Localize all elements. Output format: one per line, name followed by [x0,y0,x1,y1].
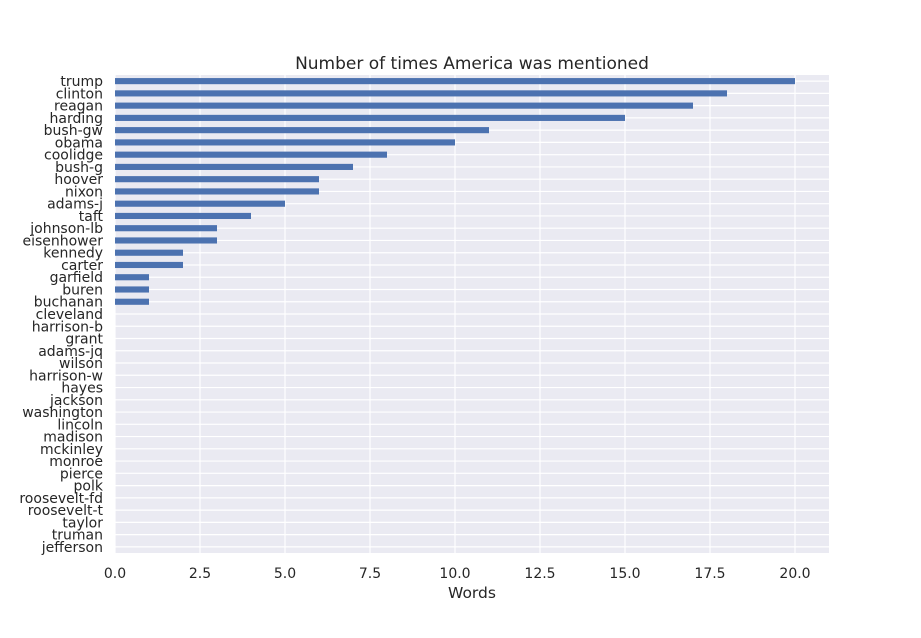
category-label: pierce [60,466,103,482]
category-label: roosevelt-fd [19,491,103,507]
category-label: lincoln [57,417,103,433]
category-label: nixon [65,184,103,200]
x-tick-label: 5.0 [274,566,296,582]
category-label: adams-j [47,197,103,213]
bars [115,78,795,305]
bar-buchanan [115,298,149,305]
bar-coolidge [115,151,387,158]
category-label: jackson [49,393,103,409]
category-label: grant [65,332,103,348]
category-label: taft [79,209,104,225]
category-label: eisenhower [22,233,103,249]
bar-bush-gw [115,127,489,134]
x-tick-label: 2.5 [189,566,211,582]
category-label: hoover [54,172,103,188]
bar-nixon [115,188,319,195]
x-tick-label: 20.0 [779,566,810,582]
category-label: monroe [49,454,103,470]
category-label: harrison-w [29,368,103,384]
bar-reagan [115,102,693,109]
category-label: bush-g [55,160,103,176]
bar-buren [115,286,149,293]
category-labels: trumpclintonreaganhardingbush-gwobamacoo… [19,74,104,556]
bar-hoover [115,176,319,183]
category-label: adams-jq [38,344,103,360]
x-tick-label: 0.0 [104,566,126,582]
category-label: harding [50,111,104,127]
x-tick-label: 12.5 [524,566,555,582]
category-label: clinton [56,86,103,102]
category-label: johnson-lb [29,221,103,237]
category-label: roosevelt-t [28,503,104,519]
category-label: taylor [62,515,103,531]
category-label: reagan [54,99,103,115]
bar-johnson-lb [115,225,217,232]
category-label: washington [22,405,103,421]
category-label: carter [61,258,103,274]
bar-adams-j [115,200,285,207]
bar-trump [115,78,795,85]
bar-eisenhower [115,237,217,244]
category-label: kennedy [43,246,103,262]
category-label: jefferson [41,540,103,556]
x-tick-label: 7.5 [359,566,381,582]
category-label: buchanan [34,295,103,311]
category-label: hayes [61,381,103,397]
bar-bush-g [115,163,353,170]
bar-kennedy [115,249,183,256]
x-axis-label: Words [448,584,496,602]
bar-clinton [115,90,727,97]
bar-harding [115,114,625,121]
category-label: garfield [50,270,103,286]
x-tick-labels: 0.0 2.5 5.0 7.5 10.0 12.5 15.0 17.5 20.0 [104,566,811,582]
category-label: trump [60,74,103,90]
category-label: coolidge [44,148,103,164]
x-tick-label: 10.0 [439,566,470,582]
category-label: obama [55,135,103,151]
category-label: buren [62,282,103,298]
bar-carter [115,261,183,269]
category-label: harrison-b [32,319,103,335]
category-label: polk [74,479,104,495]
bar-obama [115,139,455,146]
x-tick-label: 15.0 [609,566,640,582]
category-label: cleveland [36,307,103,323]
category-label: truman [52,528,103,544]
bar-taft [115,212,251,220]
x-tick-label: 17.5 [694,566,725,582]
bar-garfield [115,274,149,281]
category-label: madison [43,430,103,446]
category-label: mckinley [40,442,103,458]
category-label: bush-gw [44,123,103,139]
category-label: wilson [59,356,103,372]
chart-title: Number of times America was mentioned [295,54,649,74]
